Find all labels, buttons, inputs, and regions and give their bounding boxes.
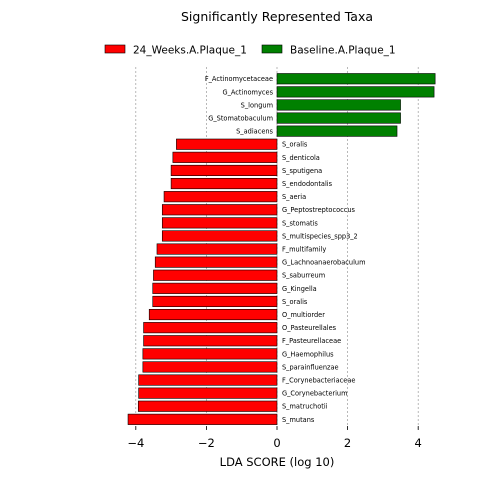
bar-4 bbox=[276, 125, 398, 137]
bar-label-3: G_Stomatobaculum bbox=[208, 114, 273, 122]
bar-series bbox=[127, 73, 436, 425]
bar-9 bbox=[163, 191, 278, 203]
bar-label-21: G_Haemophilus bbox=[282, 350, 334, 358]
bar-label-8: S_endodontalis bbox=[282, 180, 333, 188]
bar-label-23: F_Corynebacteriaceae bbox=[282, 376, 355, 384]
bar-16 bbox=[152, 282, 278, 294]
bar-23 bbox=[138, 374, 278, 386]
bar-label-7: S_sputigena bbox=[282, 167, 322, 175]
bar-7 bbox=[170, 164, 278, 176]
chart-legend: 24_Weeks.A.Plaque_1 Baseline.A.Plaque_1 bbox=[104, 44, 396, 57]
bar-label-11: S_stomatis bbox=[282, 219, 318, 227]
x-tick-label-0: −4 bbox=[127, 436, 144, 450]
bar-3 bbox=[276, 112, 401, 124]
bar-10 bbox=[161, 204, 278, 216]
bar-11 bbox=[161, 217, 278, 229]
x-axis-label: LDA SCORE (log 10) bbox=[220, 455, 335, 469]
bar-26 bbox=[127, 413, 278, 425]
bar-13 bbox=[156, 243, 278, 255]
bar-22 bbox=[142, 361, 278, 373]
bar-label-22: S_parainfluenzae bbox=[282, 363, 339, 371]
bar-label-18: O_multiorder bbox=[282, 311, 325, 319]
bar-1 bbox=[276, 86, 435, 98]
bar-label-4: S_adiacens bbox=[236, 128, 273, 136]
bar-15 bbox=[153, 269, 278, 281]
chart-title: Significantly Represented Taxa bbox=[181, 9, 373, 24]
bar-label-5: S_oralis bbox=[282, 141, 308, 149]
bar-label-13: F_multifamily bbox=[282, 245, 326, 253]
bar-label-25: S_matruchotii bbox=[282, 403, 328, 411]
bar-17 bbox=[152, 295, 278, 308]
bar-19 bbox=[143, 322, 278, 334]
legend-label-24-weeks: 24_Weeks.A.Plaque_1 bbox=[133, 45, 247, 57]
bar-label-10: G_Peptostreptococcus bbox=[282, 206, 356, 214]
bar-8 bbox=[170, 178, 278, 190]
bar-6 bbox=[172, 151, 278, 163]
x-axis: −4 −2 0 2 4 bbox=[127, 426, 422, 450]
legend-swatch-24-weeks bbox=[104, 44, 126, 54]
bar-label-19: O_Pasteurellales bbox=[282, 324, 337, 332]
x-tick-label-3: 2 bbox=[344, 436, 351, 450]
bar-24 bbox=[138, 387, 278, 399]
bar-label-14: G_Lachnoanaerobaculum bbox=[282, 259, 366, 267]
bar-14 bbox=[154, 256, 278, 268]
bar-label-12: S_multispecies_spp3_2 bbox=[282, 232, 358, 240]
bar-label-9: S_aeria bbox=[282, 193, 306, 201]
bar-label-2: S_longum bbox=[241, 101, 273, 109]
bar-18 bbox=[148, 308, 278, 321]
x-tick-label-1: −2 bbox=[198, 436, 215, 450]
legend-swatch-baseline bbox=[261, 44, 283, 54]
bar-label-26: S_mutans bbox=[282, 416, 315, 424]
bar-label-24: G_Corynebacterium bbox=[282, 390, 348, 398]
bar-label-0: F_Actinomycetaceae bbox=[205, 75, 273, 83]
bar-label-16: G_Kingella bbox=[282, 285, 317, 293]
bar-5 bbox=[176, 138, 278, 150]
x-tick-label-4: 4 bbox=[415, 436, 422, 450]
bar-25 bbox=[137, 400, 278, 412]
bar-2 bbox=[276, 99, 401, 111]
bar-21 bbox=[142, 348, 278, 360]
bar-label-17: S_oralis bbox=[282, 298, 308, 306]
bar-12 bbox=[161, 230, 278, 242]
bar-label-1: G_Actinomyces bbox=[223, 88, 274, 96]
bar-20 bbox=[143, 335, 278, 347]
legend-label-baseline: Baseline.A.Plaque_1 bbox=[290, 45, 396, 57]
x-tick-label-2: 0 bbox=[273, 436, 280, 450]
bar-label-20: F_Pasteurellaceae bbox=[282, 337, 341, 345]
bar-label-6: S_denticola bbox=[282, 154, 320, 162]
bar-labels: F_Actinomycetaceae G_Actinomyces S_longum G… bbox=[205, 75, 366, 424]
bar-0 bbox=[276, 73, 436, 85]
bar-label-15: S_saburreum bbox=[282, 272, 325, 280]
